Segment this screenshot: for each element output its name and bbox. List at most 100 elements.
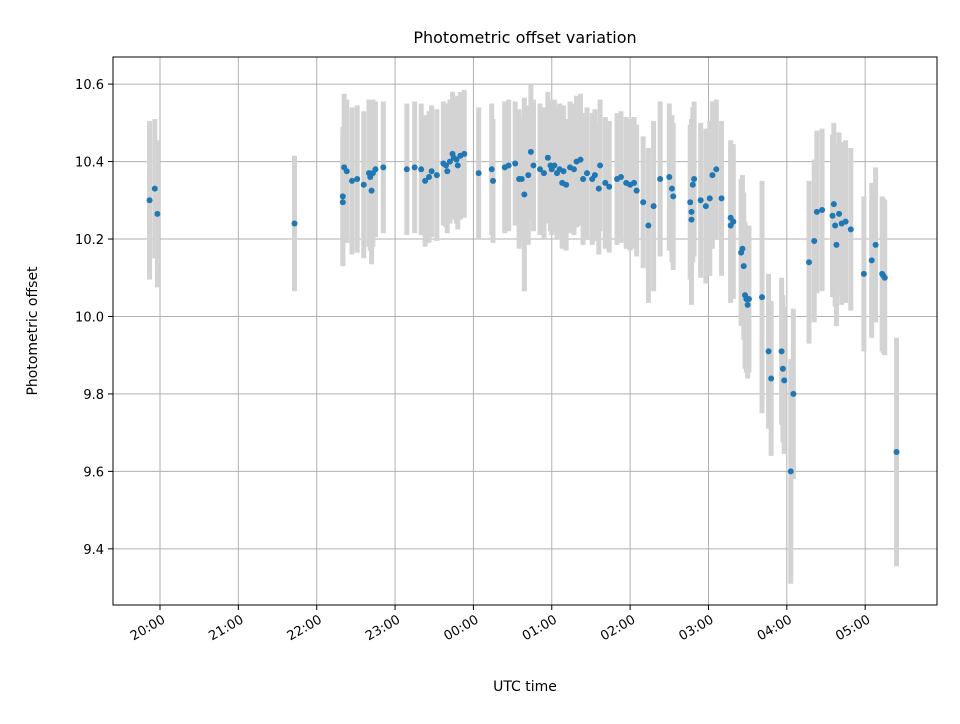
data-point: [872, 241, 879, 248]
y-tick-label: 9.8: [83, 388, 104, 403]
data-point: [645, 222, 652, 229]
data-point: [444, 168, 451, 175]
data-point: [146, 197, 153, 204]
data-point: [597, 162, 604, 169]
data-point: [868, 257, 875, 264]
data-point: [709, 172, 716, 179]
data-point: [339, 193, 346, 200]
data-point: [521, 191, 528, 198]
data-point: [433, 172, 440, 179]
data-point: [403, 166, 410, 173]
y-tick-label: 9.6: [83, 465, 104, 480]
data-point: [551, 162, 558, 169]
data-point: [813, 208, 820, 215]
data-point: [730, 218, 737, 225]
data-point: [525, 172, 532, 179]
data-point: [779, 365, 786, 372]
data-point: [787, 468, 794, 475]
data-point: [631, 179, 638, 186]
data-point: [372, 166, 379, 173]
data-point: [461, 150, 468, 157]
data-point: [668, 185, 675, 192]
data-point: [428, 168, 435, 175]
data-point: [713, 166, 720, 173]
data-point: [488, 166, 495, 173]
data-point: [570, 166, 577, 173]
data-point: [617, 174, 624, 181]
y-tick-label: 10.6: [75, 78, 104, 93]
data-point: [339, 199, 346, 206]
data-point: [348, 177, 355, 184]
data-point: [740, 263, 747, 270]
data-point: [453, 156, 460, 163]
data-point: [291, 220, 298, 227]
data-point: [706, 195, 713, 202]
data-point: [819, 206, 826, 213]
data-point: [811, 237, 818, 244]
data-point: [691, 175, 698, 182]
data-point: [442, 162, 449, 169]
data-point: [354, 175, 361, 182]
data-point: [454, 162, 461, 169]
data-point: [847, 226, 854, 233]
data-point: [584, 170, 591, 177]
y-tick-label: 10.2: [75, 233, 104, 248]
data-point: [842, 218, 849, 225]
y-tick-label: 10.4: [75, 156, 104, 171]
data-point: [744, 301, 751, 308]
y-tick-label: 9.4: [83, 543, 104, 558]
data-point: [689, 181, 696, 188]
data-point: [778, 348, 785, 355]
data-point: [688, 208, 695, 215]
data-point: [540, 170, 547, 177]
data-point: [830, 201, 837, 208]
data-point: [606, 183, 613, 190]
data-point: [512, 160, 519, 167]
data-point: [530, 162, 537, 169]
data-point: [832, 222, 839, 229]
data-point: [563, 181, 570, 188]
y-axis-label: Photometric offset: [25, 266, 41, 396]
data-point: [595, 185, 602, 192]
data-point: [745, 296, 752, 303]
data-point: [633, 187, 640, 194]
data-point: [650, 203, 657, 210]
data-point: [697, 197, 704, 204]
data-point: [670, 193, 677, 200]
data-point: [422, 177, 429, 184]
data-point: [577, 156, 584, 163]
data-point: [580, 175, 587, 182]
data-point: [768, 375, 775, 382]
data-point: [418, 166, 425, 173]
y-tick-label: 10.0: [75, 310, 104, 325]
data-point: [368, 187, 375, 194]
data-points: [146, 148, 900, 475]
data-point: [380, 164, 387, 171]
data-point: [602, 179, 609, 186]
data-point: [739, 245, 746, 252]
data-point: [829, 212, 836, 219]
plot-frame: [112, 56, 938, 606]
data-point: [640, 199, 647, 206]
data-point: [426, 174, 433, 181]
data-point: [833, 241, 840, 248]
data-point: [657, 175, 664, 182]
data-point: [806, 259, 813, 266]
data-point: [591, 172, 598, 179]
data-point: [881, 274, 888, 281]
data-point: [537, 166, 544, 173]
data-point: [702, 203, 709, 210]
data-point: [475, 170, 482, 177]
data-point: [343, 168, 350, 175]
chart-title: Photometric offset variation: [413, 28, 636, 47]
data-point: [527, 148, 534, 155]
data-point: [490, 177, 497, 184]
data-point: [151, 185, 158, 192]
y-axis-ticks: 9.4 9.6 9.8 10.0 10.2 10.4 10.6: [75, 78, 113, 558]
data-point: [666, 174, 673, 181]
x-axis-label: UTC time: [493, 679, 557, 695]
data-point: [781, 377, 788, 384]
data-point: [518, 175, 525, 182]
